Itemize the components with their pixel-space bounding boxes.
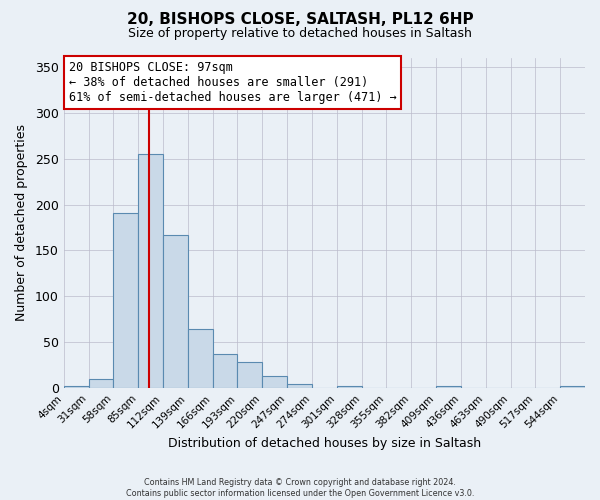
Bar xyxy=(212,354,238,388)
Bar xyxy=(64,386,89,388)
Bar xyxy=(163,235,188,388)
Bar xyxy=(113,213,138,388)
Text: 20, BISHOPS CLOSE, SALTASH, PL12 6HP: 20, BISHOPS CLOSE, SALTASH, PL12 6HP xyxy=(127,12,473,28)
Bar xyxy=(188,328,212,388)
Bar xyxy=(138,154,163,388)
Bar xyxy=(337,386,362,388)
Bar xyxy=(262,376,287,388)
Text: Contains HM Land Registry data © Crown copyright and database right 2024.
Contai: Contains HM Land Registry data © Crown c… xyxy=(126,478,474,498)
Bar xyxy=(238,362,262,388)
Text: Size of property relative to detached houses in Saltash: Size of property relative to detached ho… xyxy=(128,28,472,40)
Bar xyxy=(560,386,585,388)
Text: 20 BISHOPS CLOSE: 97sqm
← 38% of detached houses are smaller (291)
61% of semi-d: 20 BISHOPS CLOSE: 97sqm ← 38% of detache… xyxy=(69,61,397,104)
X-axis label: Distribution of detached houses by size in Saltash: Distribution of detached houses by size … xyxy=(168,437,481,450)
Bar xyxy=(287,384,312,388)
Bar xyxy=(89,379,113,388)
Bar xyxy=(436,386,461,388)
Y-axis label: Number of detached properties: Number of detached properties xyxy=(15,124,28,322)
